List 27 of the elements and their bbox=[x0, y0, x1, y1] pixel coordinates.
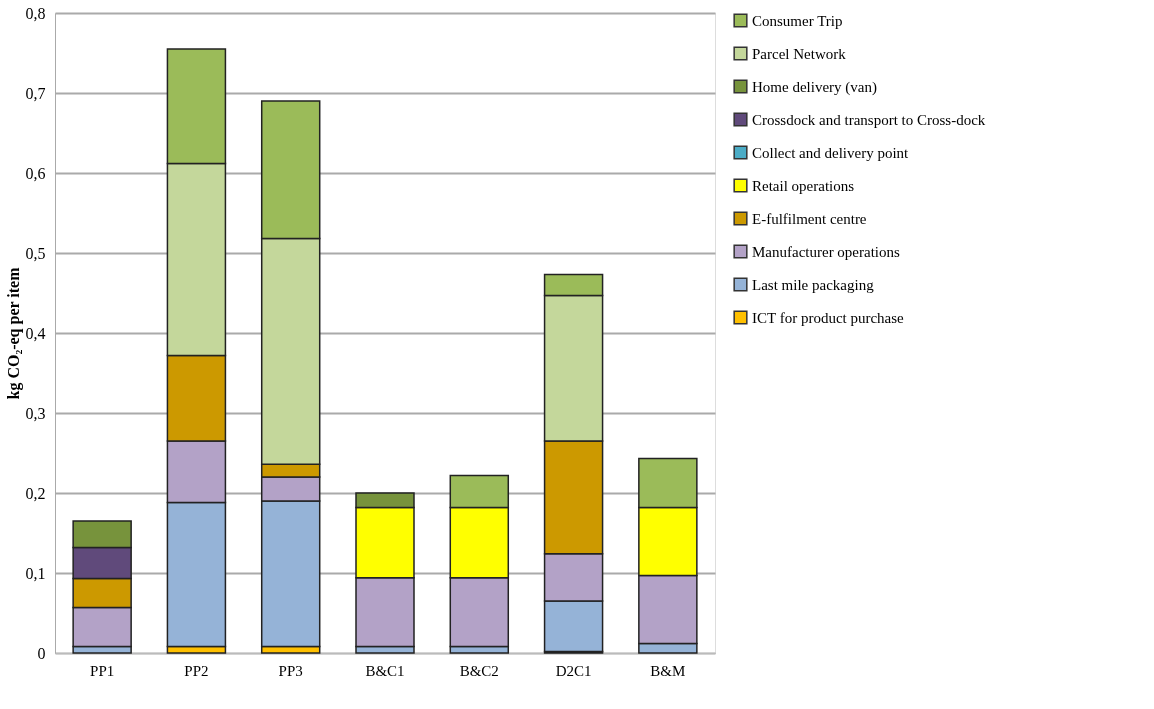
y-tick-label: 0,1 bbox=[25, 564, 46, 582]
y-tick-label: 0,4 bbox=[25, 324, 46, 342]
y-tick-label: 0,8 bbox=[25, 4, 46, 22]
y-tick-label: 0,3 bbox=[25, 404, 46, 422]
legend-label: Consumer Trip bbox=[752, 12, 843, 29]
y-tick-label: 0,6 bbox=[25, 164, 46, 182]
x-tick-label: PP3 bbox=[278, 662, 303, 679]
legend-label: Home delivery (van) bbox=[752, 78, 877, 96]
legend-label: Manufacturer operations bbox=[752, 243, 901, 260]
x-tick-label: D2C1 bbox=[555, 662, 592, 679]
legend-label: Parcel Network bbox=[752, 45, 847, 62]
legend-label: Collect and delivery point bbox=[752, 144, 910, 161]
y-tick-label: 0,2 bbox=[25, 484, 46, 502]
x-tick-label: B&C2 bbox=[459, 662, 499, 679]
legend-label: Crossdock and transport to Cross-dock bbox=[752, 111, 986, 128]
legend-label: ICT for product purchase bbox=[752, 309, 905, 326]
x-tick-label: B&M bbox=[650, 662, 686, 679]
legend-label: Retail operations bbox=[752, 177, 855, 194]
y-tick-label: 0,5 bbox=[25, 244, 46, 262]
legend-label: Last mile packaging bbox=[752, 276, 875, 293]
x-tick-label: PP2 bbox=[184, 662, 209, 679]
x-tick-label: PP1 bbox=[90, 662, 115, 679]
y-axis-title: kg CO₂-eq per item bbox=[4, 266, 23, 400]
y-tick-label: 0,7 bbox=[25, 84, 46, 102]
x-tick-label: B&C1 bbox=[365, 662, 405, 679]
legend-label: E-fulfilment centre bbox=[752, 210, 867, 227]
y-tick-label: 0 bbox=[37, 644, 46, 662]
